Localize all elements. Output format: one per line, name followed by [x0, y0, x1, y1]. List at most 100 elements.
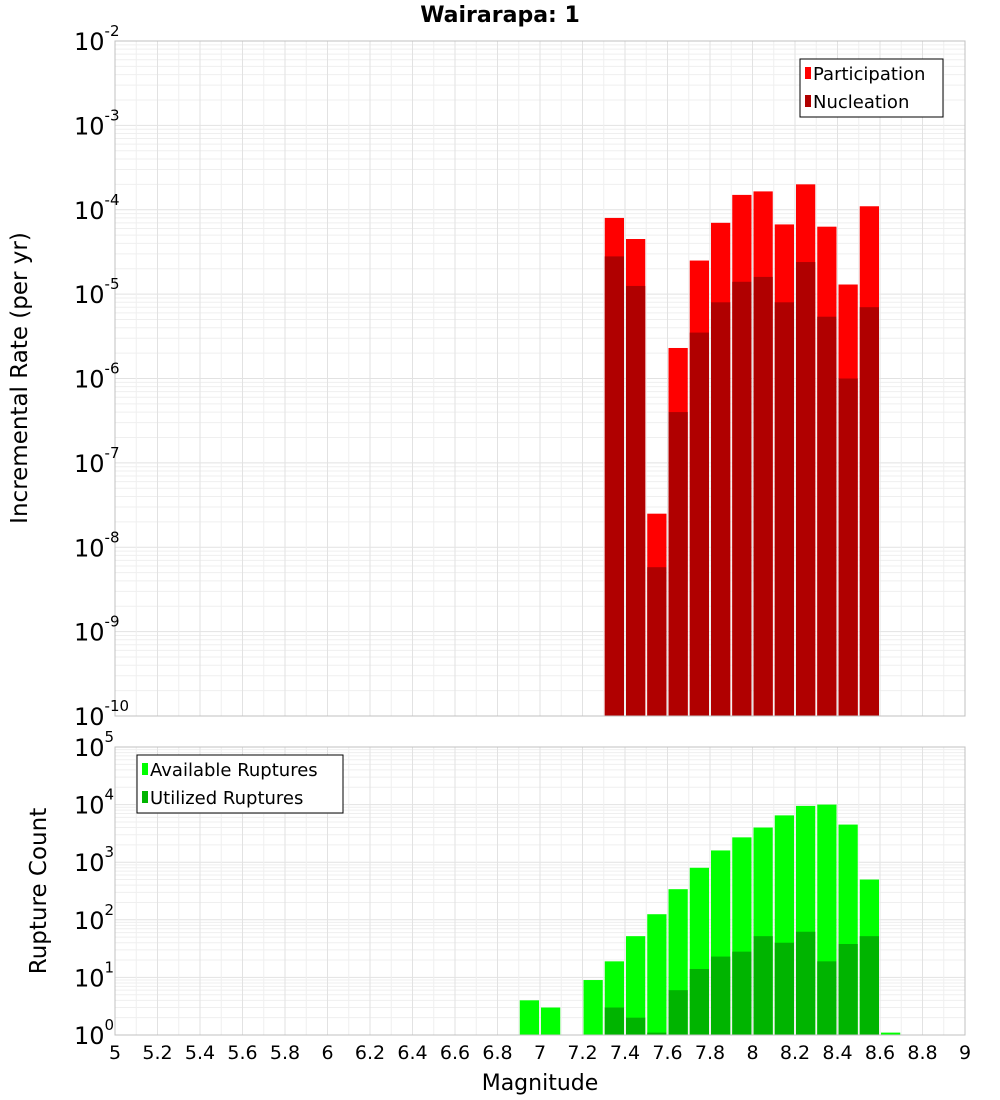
legend-label-utilized-ruptures: Utilized Ruptures: [150, 788, 303, 809]
top-panel: 10-10 10-9 10-8 10-7 10-6 10-5 10-4 10-3 10-2 In…: [7, 22, 966, 731]
bar-available-ruptures: [881, 1032, 901, 1035]
x-ticks: 5 5.2 5.4 5.6 5.8 6 6.2 6.4 6.6 6.8 7 7.2 7.4 7.6 7.8 8…: [109, 1042, 971, 1064]
top-y-ticks: 10-10 10-9 10-8 10-7 10-6 10-5 10-4 10-3 10-2: [74, 22, 129, 731]
x-tick-label: 5.8: [270, 1042, 300, 1064]
bar-nucleation: [711, 302, 731, 716]
bar-utilized-ruptures: [668, 990, 688, 1035]
x-axis-label: Magnitude: [482, 1071, 599, 1096]
legend-box: [799, 58, 944, 118]
y-tick-exponent: -3: [105, 106, 120, 124]
y-tick-exponent: -9: [105, 613, 120, 631]
bar-nucleation: [796, 262, 816, 716]
bar-available-ruptures: [541, 1007, 561, 1035]
x-tick-label: 7.2: [567, 1042, 597, 1064]
bottom-y-axis-label: Rupture Count: [26, 808, 52, 974]
legend-swatch-utilized-ruptures: [142, 791, 148, 803]
x-tick-label: 7.4: [610, 1042, 640, 1064]
bar-available-ruptures: [583, 980, 603, 1035]
bar-nucleation: [838, 378, 858, 716]
x-tick-label: 8.6: [865, 1042, 895, 1064]
chart-title: Wairarapa: 1: [420, 3, 580, 28]
bar-utilized-ruptures: [774, 942, 794, 1035]
x-tick-label: 7.6: [652, 1042, 682, 1064]
x-tick-label: 9: [959, 1042, 971, 1064]
x-tick-label: 6: [321, 1042, 333, 1064]
x-tick-label: 6.4: [397, 1042, 427, 1064]
y-tick-exponent: -5: [105, 275, 120, 293]
legend-label-participation: Participation: [813, 64, 925, 85]
y-tick-exponent: -10: [105, 697, 130, 715]
x-tick-label: 8.4: [822, 1042, 852, 1064]
y-tick-label: 10-3: [74, 106, 120, 140]
y-tick-exponent: -7: [105, 444, 120, 462]
y-tick-exponent: -6: [105, 360, 120, 378]
x-tick-label: 8: [746, 1042, 758, 1064]
y-tick-label: 101: [74, 958, 114, 992]
bar-available-ruptures: [626, 936, 646, 1035]
x-tick-label: 8.2: [780, 1042, 810, 1064]
bar-nucleation: [817, 316, 837, 716]
x-tick-label: 5.2: [142, 1042, 172, 1064]
bar-utilized-ruptures: [626, 1017, 646, 1035]
bar-utilized-ruptures: [689, 968, 709, 1035]
x-tick-label: 6.2: [355, 1042, 385, 1064]
y-tick-exponent: 2: [105, 901, 115, 919]
y-tick-label: 10-2: [74, 22, 120, 56]
y-tick-label: 10-4: [74, 191, 120, 225]
top-grid: [114, 40, 966, 717]
bar-utilized-ruptures: [711, 956, 731, 1035]
y-tick-label: 10-8: [74, 528, 120, 562]
y-tick-label: 10-5: [74, 275, 120, 309]
y-tick-label: 103: [74, 843, 114, 877]
bar-utilized-ruptures: [732, 951, 752, 1035]
y-tick-label: 10-10: [74, 697, 129, 731]
legend-box: [136, 754, 344, 814]
bottom-legend: Available Ruptures Utilized Ruptures: [136, 754, 344, 814]
bar-utilized-ruptures: [604, 1007, 624, 1035]
y-tick-label: 10-9: [74, 613, 120, 647]
x-tick-label: 8.8: [907, 1042, 937, 1064]
legend-label-available-ruptures: Available Ruptures: [150, 760, 318, 781]
top-plot-frame: [114, 40, 966, 717]
y-tick-exponent: 3: [105, 843, 115, 861]
legend-swatch-participation: [805, 67, 811, 79]
y-tick-label: 102: [74, 901, 114, 935]
top-bars: [604, 184, 879, 717]
y-tick-exponent: -4: [105, 191, 120, 209]
bar-nucleation: [859, 307, 879, 716]
y-tick-label: 105: [74, 728, 114, 762]
bar-utilized-ruptures: [647, 1032, 667, 1035]
top-y-axis-label: Incremental Rate (per yr): [7, 232, 33, 524]
legend-swatch-available-ruptures: [142, 763, 148, 775]
x-tick-label: 6.8: [482, 1042, 512, 1064]
x-tick-label: 6.6: [440, 1042, 470, 1064]
legend-swatch-nucleation: [805, 95, 811, 107]
bar-nucleation: [626, 285, 646, 716]
x-tick-label: 5.6: [227, 1042, 257, 1064]
bottom-bars: [519, 804, 901, 1035]
top-legend: Participation Nucleation: [799, 58, 944, 118]
bar-nucleation: [604, 256, 624, 716]
y-tick-exponent: 5: [105, 728, 115, 746]
y-tick-label: 10-7: [74, 444, 120, 478]
y-tick-exponent: 0: [105, 1016, 115, 1034]
bar-utilized-ruptures: [817, 961, 837, 1035]
x-tick-label: 7.8: [695, 1042, 725, 1064]
bar-nucleation: [774, 302, 794, 716]
bar-nucleation: [647, 567, 667, 716]
y-tick-exponent: 1: [105, 958, 115, 976]
bar-available-ruptures: [647, 914, 667, 1035]
y-tick-exponent: -8: [105, 528, 120, 546]
bar-utilized-ruptures: [838, 944, 858, 1035]
bar-available-ruptures: [519, 1000, 539, 1035]
legend-label-nucleation: Nucleation: [813, 92, 909, 113]
bar-utilized-ruptures: [859, 936, 879, 1035]
y-tick-label: 10-6: [74, 360, 120, 394]
bar-utilized-ruptures: [796, 931, 816, 1035]
bar-utilized-ruptures: [753, 936, 773, 1035]
bar-nucleation: [753, 276, 773, 716]
y-tick-label: 104: [74, 786, 114, 820]
bottom-plot-frame: [114, 746, 966, 1036]
